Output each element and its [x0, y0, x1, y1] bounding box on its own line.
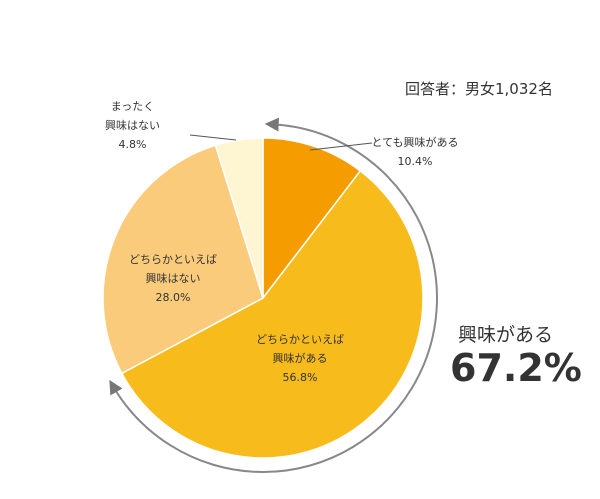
- summary-value: 67.2%: [450, 346, 582, 390]
- leader-line: [309, 142, 373, 151]
- value-label: 4.8%: [118, 138, 147, 151]
- value-label: 10.4%: [397, 155, 433, 168]
- slice-label: とても興味がある: [371, 136, 459, 149]
- respondents-note: 回答者：男女1,032名: [405, 80, 553, 98]
- summary-label: 興味がある: [458, 324, 554, 346]
- slice-label: どちらかといえば 興味がある: [256, 333, 344, 365]
- leader-line: [189, 134, 237, 141]
- value-label: 56.8%: [282, 371, 318, 384]
- slice-label: どちらかといえば 興味はない: [129, 253, 217, 285]
- slice-label: まったく 興味はない: [105, 100, 160, 132]
- value-label: 28.0%: [155, 291, 191, 304]
- summary-arc: [109, 117, 438, 473]
